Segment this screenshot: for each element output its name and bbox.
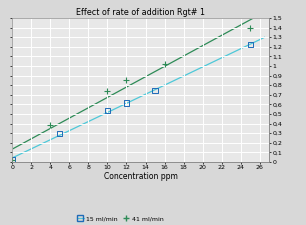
Point — [58, 132, 62, 135]
Point — [162, 62, 167, 66]
Point — [105, 109, 110, 112]
Title: Effect of rate of addition Rgt# 1: Effect of rate of addition Rgt# 1 — [76, 8, 205, 17]
Point — [248, 43, 253, 47]
Point — [10, 158, 15, 162]
Legend: 15 ml/min, 41 ml/min: 15 ml/min, 41 ml/min — [74, 213, 166, 224]
Point — [10, 158, 15, 162]
X-axis label: Concentration ppm: Concentration ppm — [104, 172, 178, 181]
Point — [124, 78, 129, 82]
Point — [248, 26, 253, 29]
Point — [124, 101, 129, 105]
Point — [153, 89, 158, 92]
Point — [105, 90, 110, 93]
Point — [48, 123, 53, 127]
